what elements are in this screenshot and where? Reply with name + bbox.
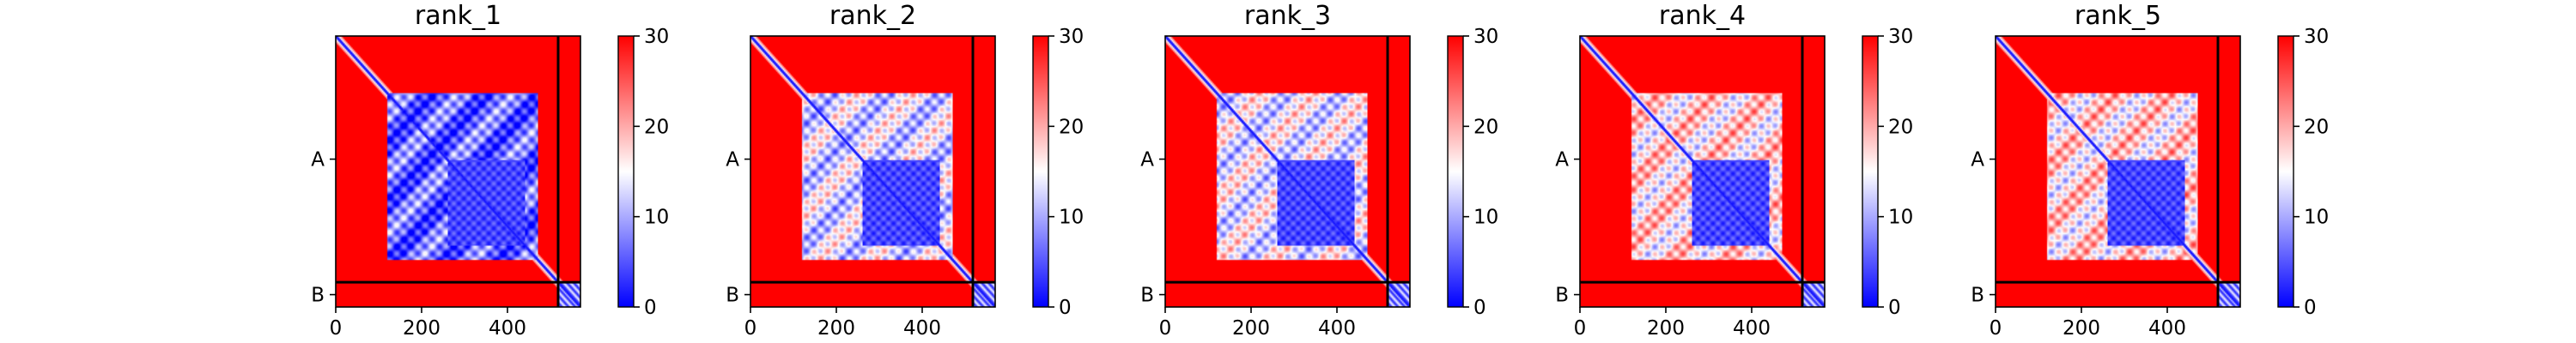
y-tick-label: B (1140, 285, 1154, 307)
x-tick-label: 200 (2063, 317, 2100, 340)
colorbar-tick-label: 10 (2304, 207, 2329, 229)
colorbar-tick-label: 10 (1888, 207, 1913, 229)
axes-frame (1164, 35, 1411, 308)
colorbar-tick-label: 10 (1473, 207, 1498, 229)
colorbar (1032, 35, 1049, 308)
axes-frame (1995, 35, 2241, 308)
axes-frame (335, 35, 581, 308)
y-tick-label: A (1971, 149, 1984, 172)
colorbar-tick-label: 30 (2304, 26, 2329, 48)
x-tick-label: 0 (1574, 317, 1587, 340)
pae-heatmap-image (1580, 36, 1825, 307)
y-tick-label: B (311, 285, 325, 307)
x-tick-label: 200 (403, 317, 440, 340)
y-tick-label: B (1555, 285, 1569, 307)
x-tick-label: 0 (330, 317, 343, 340)
x-tick-label: 400 (1318, 317, 1356, 340)
panel-title: rank_2 (829, 1, 916, 31)
y-tick-label: A (1555, 149, 1569, 172)
colorbar-tick-label: 10 (1059, 207, 1084, 229)
x-tick-label: 400 (2148, 317, 2186, 340)
colorbar-tick-label: 20 (1888, 116, 1913, 138)
pae-heatmap-image (750, 36, 995, 307)
axes-frame (750, 35, 996, 308)
pae-heatmap-image (336, 36, 580, 307)
colorbar-tick-label: 10 (644, 207, 669, 229)
x-tick-label: 0 (1990, 317, 2002, 340)
colorbar-tick-label: 30 (1888, 26, 1913, 48)
colorbar-tick-label: 30 (644, 26, 669, 48)
colorbar-tick-label: 0 (1059, 297, 1072, 319)
colorbar-tick-label: 20 (1473, 116, 1498, 138)
colorbar-tick-label: 20 (2304, 116, 2329, 138)
colorbar-tick-label: 20 (1059, 116, 1084, 138)
colorbar (1447, 35, 1464, 308)
axes-frame (1579, 35, 1826, 308)
panel-title: rank_5 (2075, 1, 2161, 31)
x-tick-label: 200 (1647, 317, 1685, 340)
colorbar (617, 35, 635, 308)
colorbar (2277, 35, 2294, 308)
panel-title: rank_4 (1659, 1, 1746, 31)
colorbar-tick-label: 20 (644, 116, 669, 138)
y-tick-label: A (311, 149, 325, 172)
panel-title: rank_3 (1244, 1, 1331, 31)
colorbar (1862, 35, 1879, 308)
x-tick-label: 400 (489, 317, 526, 340)
colorbar-tick-label: 0 (1888, 297, 1901, 319)
x-tick-label: 200 (1232, 317, 1270, 340)
colorbar-tick-label: 0 (1473, 297, 1486, 319)
colorbar-tick-label: 0 (2304, 297, 2317, 319)
x-tick-label: 400 (903, 317, 941, 340)
x-tick-label: 400 (1733, 317, 1771, 340)
pae-heatmap-image (1165, 36, 1410, 307)
colorbar-tick-label: 30 (1059, 26, 1084, 48)
x-tick-label: 0 (1159, 317, 1172, 340)
y-tick-label: B (1971, 285, 1984, 307)
colorbar-tick-label: 0 (644, 297, 657, 319)
y-tick-label: A (726, 149, 739, 172)
panel-title: rank_1 (415, 1, 501, 31)
y-tick-label: A (1140, 149, 1154, 172)
x-tick-label: 0 (744, 317, 757, 340)
x-tick-label: 200 (817, 317, 855, 340)
pae-heatmap-image (1996, 36, 2240, 307)
colorbar-tick-label: 30 (1473, 26, 1498, 48)
y-tick-label: B (726, 285, 739, 307)
